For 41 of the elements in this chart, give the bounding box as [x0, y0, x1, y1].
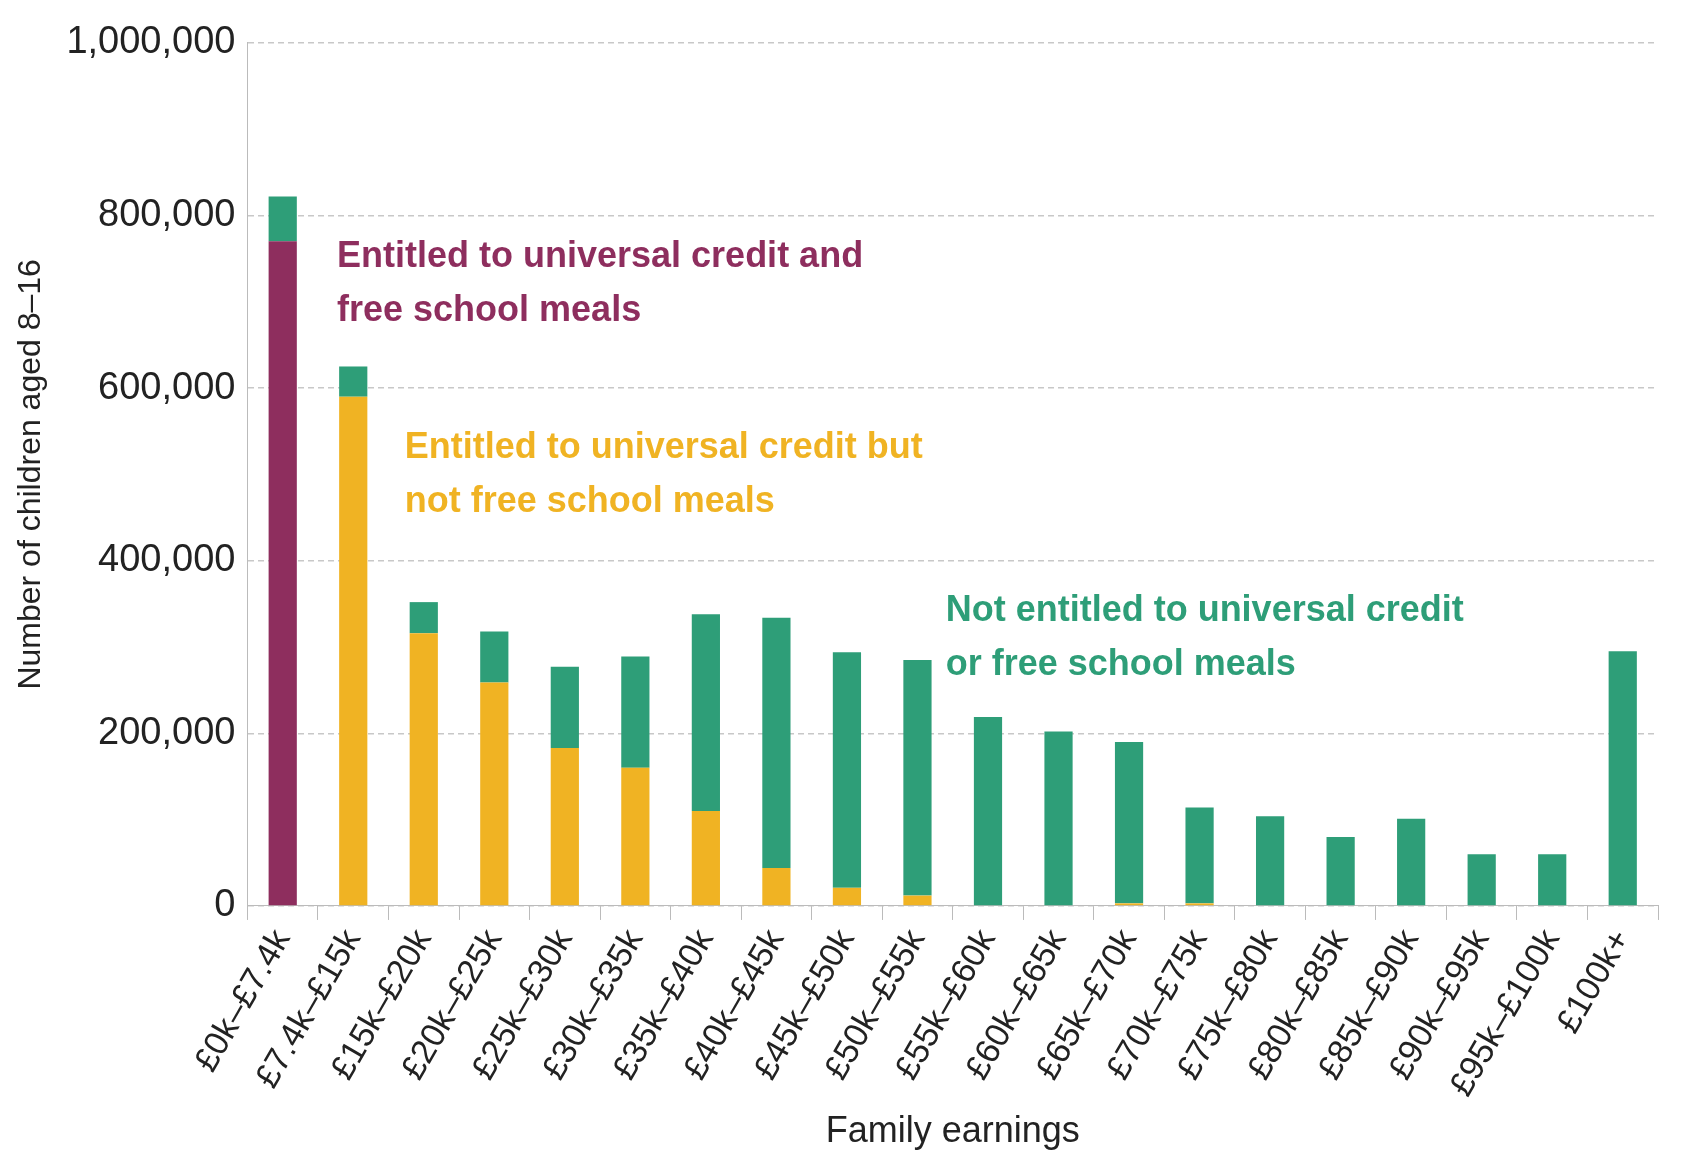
y-tick-label: 1,000,000 [66, 19, 236, 62]
bar [1255, 816, 1285, 906]
bar [268, 241, 297, 906]
bar [832, 652, 862, 888]
bar [1326, 836, 1355, 906]
bar [762, 617, 791, 868]
bar [1114, 741, 1144, 904]
bar [621, 767, 650, 906]
bar [1467, 854, 1496, 906]
y-tick-label: 600,000 [98, 364, 236, 407]
bar [480, 631, 509, 683]
x-axis-title: Family earnings [825, 1109, 1080, 1151]
bar [903, 895, 932, 906]
bar [409, 602, 438, 634]
bar [903, 659, 932, 896]
bar [1608, 651, 1637, 906]
y-tick-label: 400,000 [98, 537, 236, 580]
bar [409, 633, 438, 906]
bar [832, 887, 862, 906]
bar [691, 614, 720, 811]
bar [339, 366, 368, 397]
bar [762, 867, 791, 906]
series-label: Entitled to universal credit but not free school meals [404, 425, 923, 521]
bar [973, 716, 1003, 906]
y-tick-label: 200,000 [98, 709, 236, 752]
bar [480, 682, 509, 906]
bar [1538, 854, 1567, 906]
bar [268, 196, 297, 242]
bar [621, 656, 650, 768]
bar [1397, 818, 1426, 906]
y-tick-label: 800,000 [98, 191, 236, 234]
bar [550, 666, 579, 748]
bar [550, 747, 579, 906]
bar [691, 811, 720, 906]
bar [1185, 807, 1214, 904]
y-tick-label: 0 [214, 882, 236, 925]
y-axis-title: Number of children aged 8–16 [11, 259, 48, 690]
bar [339, 396, 368, 906]
series-label: Entitled to universal credit and free school meals [337, 233, 864, 329]
series-label: Not entitled to universal credit or free school meals [945, 587, 1464, 683]
bar [1044, 731, 1073, 906]
